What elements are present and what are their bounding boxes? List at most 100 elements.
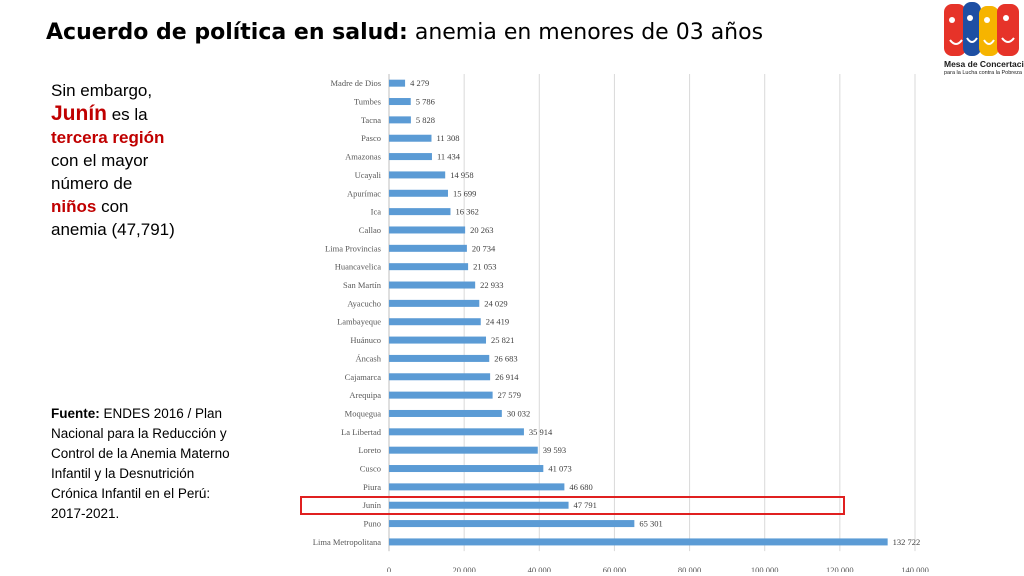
bar xyxy=(389,409,502,417)
bar xyxy=(389,501,569,509)
intro-part2: es la xyxy=(107,105,148,124)
bar xyxy=(389,134,432,142)
bar xyxy=(389,208,451,216)
category-label: Tumbes xyxy=(354,97,381,107)
category-label: Apurímac xyxy=(347,188,381,198)
bar xyxy=(389,171,446,179)
x-tick-label: 80 000 xyxy=(678,565,701,572)
value-label: 24 029 xyxy=(484,298,507,308)
x-tick-label: 40 000 xyxy=(528,565,551,572)
junin-highlight-box xyxy=(300,496,845,515)
bar xyxy=(389,373,491,381)
bar xyxy=(389,281,476,289)
bar xyxy=(389,428,524,436)
value-label: 41 073 xyxy=(548,464,571,474)
value-label: 21 053 xyxy=(473,262,496,272)
bar xyxy=(389,189,448,197)
bar xyxy=(389,318,481,326)
bar xyxy=(389,446,538,454)
category-label: Ucayali xyxy=(355,170,382,180)
mesa-concertacion-logo: Mesa de Concertación para la Lucha contr… xyxy=(942,2,1024,84)
value-label: 25 821 xyxy=(491,335,514,345)
category-label: Lima Metropolitana xyxy=(313,537,381,547)
slide-title: Acuerdo de política en salud: anemia en … xyxy=(46,20,763,45)
bar xyxy=(389,299,480,307)
bar xyxy=(389,153,432,161)
category-label: Piura xyxy=(363,482,381,492)
bar xyxy=(389,226,466,234)
bar xyxy=(389,354,490,362)
value-label: 30 032 xyxy=(507,408,530,418)
bar xyxy=(389,116,411,124)
category-label: Pasco xyxy=(361,133,381,143)
value-label: 26 914 xyxy=(495,372,519,382)
category-label: Tacna xyxy=(361,115,381,125)
bar xyxy=(389,244,467,252)
faces-logo-icon xyxy=(944,2,1019,56)
x-tick-label: 140 000 xyxy=(901,565,929,572)
intro-rank: tercera región xyxy=(51,128,165,147)
bar xyxy=(389,538,888,546)
value-label: 4 279 xyxy=(410,78,429,88)
bar xyxy=(389,79,406,87)
category-label: Junín xyxy=(363,500,382,510)
value-label: 35 914 xyxy=(529,427,553,437)
category-label: Ayacucho xyxy=(347,298,381,308)
bar xyxy=(389,391,493,399)
category-label: Puno xyxy=(364,519,381,529)
intro-text: Sin embargo, Junín es la tercera región … xyxy=(51,79,176,241)
category-label: Arequipa xyxy=(349,390,381,400)
source-note: Fuente: ENDES 2016 / Plan Nacional para … xyxy=(51,404,231,524)
category-label: Lima Provincias xyxy=(325,243,381,253)
source-text: ENDES 2016 / Plan Nacional para la Reduc… xyxy=(51,406,230,521)
x-tick-label: 20 000 xyxy=(452,565,475,572)
category-label: Cajamarca xyxy=(345,372,382,382)
category-label: Huancavelica xyxy=(335,262,381,272)
intro-part4: con anemia (47,791) xyxy=(51,197,175,239)
x-tick-label: 120 000 xyxy=(826,565,854,572)
category-label: Amazonas xyxy=(345,152,381,162)
x-tick-label: 60 000 xyxy=(603,565,626,572)
value-label: 20 263 xyxy=(470,225,493,235)
value-label: 47 791 xyxy=(574,500,597,510)
value-label: 20 734 xyxy=(472,243,496,253)
value-label: 14 958 xyxy=(450,170,473,180)
value-label: 24 419 xyxy=(486,317,509,327)
logo-caption-sub: para la Lucha contra la Pobreza xyxy=(944,70,1022,76)
value-label: 15 699 xyxy=(453,188,476,198)
category-label: Áncash xyxy=(356,353,382,363)
value-label: 132 722 xyxy=(893,537,921,547)
value-label: 11 308 xyxy=(436,133,459,143)
category-label: Ica xyxy=(371,207,382,217)
intro-part1: Sin embargo, xyxy=(51,81,153,100)
value-label: 27 579 xyxy=(498,390,521,400)
bar xyxy=(389,465,544,473)
category-label: San Martín xyxy=(343,280,382,290)
category-label: Cusco xyxy=(360,464,381,474)
value-label: 46 680 xyxy=(569,482,592,492)
bar xyxy=(389,520,635,528)
intro-region: Junín xyxy=(51,102,107,125)
value-label: 26 683 xyxy=(494,353,517,363)
x-tick-label: 0 xyxy=(387,565,391,572)
logo-caption-main: Mesa de Concertación xyxy=(944,59,1024,69)
value-label: 22 933 xyxy=(480,280,503,290)
title-bold: Acuerdo de política en salud: xyxy=(46,20,408,45)
anemia-bar-chart: 0 20 000 40 000 60 000 80 000 100 000 120 000 1… xyxy=(313,74,929,572)
value-label: 39 593 xyxy=(543,445,566,455)
value-label: 5 828 xyxy=(416,115,435,125)
intro-kids: niños xyxy=(51,197,97,216)
bar xyxy=(389,483,565,491)
category-label: Madre de Dios xyxy=(330,78,381,88)
value-label: 65 301 xyxy=(639,519,662,529)
bar xyxy=(389,98,411,106)
intro-part3: con el mayor número de xyxy=(51,151,149,193)
category-label: La Libertad xyxy=(341,427,382,437)
category-label: Moquegua xyxy=(345,408,382,418)
title-rest: anemia en menores de 03 años xyxy=(407,20,764,45)
source-label: Fuente: xyxy=(51,406,100,421)
category-label: Huánuco xyxy=(350,335,381,345)
category-label: Callao xyxy=(359,225,381,235)
value-label: 11 434 xyxy=(437,152,461,162)
value-label: 16 362 xyxy=(455,207,478,217)
